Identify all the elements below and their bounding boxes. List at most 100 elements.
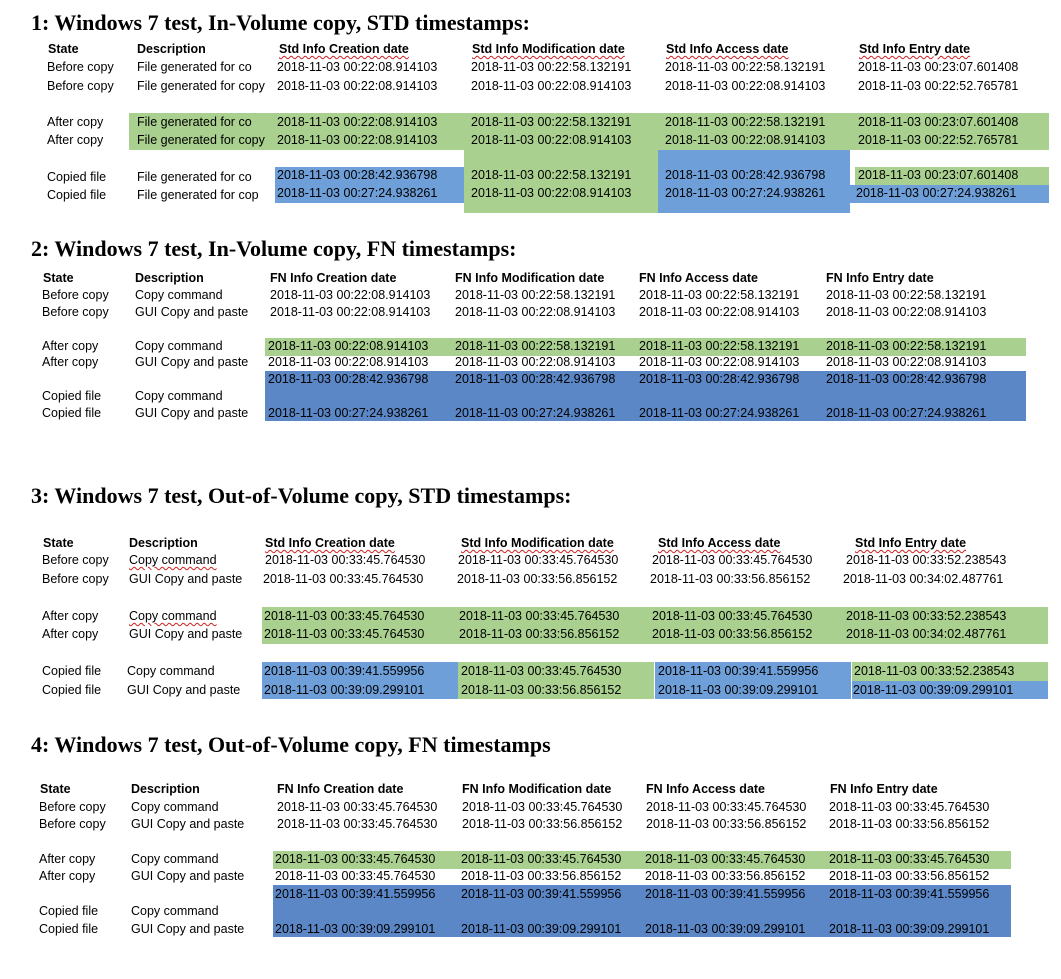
cell-description: GUI Copy and paste <box>135 305 249 319</box>
cell-modification: 2018-11-03 00:22:58.132191 <box>471 115 632 129</box>
header-access: Std Info Access date <box>666 42 789 56</box>
cell-description: GUI Copy and paste <box>127 683 241 697</box>
cell-state: Before copy <box>42 553 109 567</box>
cell-creation: 2018-11-03 00:33:45.764530 <box>277 800 438 814</box>
cell-modification: 2018-11-03 00:28:42.936798 <box>455 372 616 386</box>
cell-description: File generated for copy <box>137 79 265 93</box>
cell-creation: 2018-11-03 00:28:42.936798 <box>268 372 429 386</box>
highlight-after-copy <box>273 851 1011 869</box>
highlight-copied-creation <box>275 167 464 203</box>
cell-creation: 2018-11-03 00:27:24.938261 <box>277 186 438 200</box>
header-creation: Std Info Creation date <box>279 42 409 56</box>
highlight-copied-modification <box>464 150 658 213</box>
cell-description: File generated for co <box>137 170 252 184</box>
cell-state: Before copy <box>42 305 109 319</box>
cell-state: After copy <box>47 115 104 129</box>
cell-modification: 2018-11-03 00:33:45.764530 <box>462 800 623 814</box>
cell-entry: 2018-11-03 00:27:24.938261 <box>826 406 987 420</box>
header-modification: Std Info Modification date <box>461 536 614 550</box>
highlight-after-copy <box>265 338 1026 356</box>
cell-description: Copy command <box>131 800 219 814</box>
header-entry: FN Info Entry date <box>830 782 938 796</box>
cell-access: 2018-11-03 00:22:08.914103 <box>665 133 826 147</box>
cell-entry: 2018-11-03 00:22:52.765781 <box>858 133 1019 147</box>
cell-state: Copied file <box>42 683 102 697</box>
cell-description: File generated for copy <box>137 133 265 147</box>
cell-creation: 2018-11-03 00:22:08.914103 <box>270 288 431 302</box>
cell-creation: 2018-11-03 00:39:41.559956 <box>264 664 425 678</box>
cell-modification: 2018-11-03 00:22:08.914103 <box>471 186 632 200</box>
cell-creation: 2018-11-03 00:33:45.764530 <box>263 572 424 586</box>
cell-entry: 2018-11-03 00:22:58.132191 <box>826 339 987 353</box>
cell-modification: 2018-11-03 00:22:08.914103 <box>471 79 632 93</box>
cell-modification: 2018-11-03 00:33:56.856152 <box>459 627 620 641</box>
cell-modification: 2018-11-03 00:27:24.938261 <box>455 406 616 420</box>
cell-description: Copy command <box>135 288 223 302</box>
cell-access: 2018-11-03 00:27:24.938261 <box>639 406 800 420</box>
cell-access: 2018-11-03 00:39:09.299101 <box>658 683 819 697</box>
cell-entry: 2018-11-03 00:33:52.238543 <box>846 609 1007 623</box>
highlight-copied-file <box>273 885 1011 937</box>
cell-state: Before copy <box>47 60 114 74</box>
highlight-after-copy <box>262 607 1048 644</box>
cell-modification: 2018-11-03 00:33:56.856152 <box>457 572 618 586</box>
cell-entry: 2018-11-03 00:33:56.856152 <box>829 869 990 883</box>
header-modification: FN Info Modification date <box>462 782 612 796</box>
cell-creation: 2018-11-03 00:33:45.764530 <box>264 609 425 623</box>
cell-creation: 2018-11-03 00:33:45.764530 <box>264 627 425 641</box>
cell-description: GUI Copy and paste <box>135 406 249 420</box>
section-2-title: 2: Windows 7 test, In-Volume copy, FN ti… <box>31 236 517 261</box>
highlight-copied-entry-2 <box>850 185 1049 203</box>
cell-description: GUI Copy and paste <box>131 869 245 883</box>
cell-access: 2018-11-03 00:39:09.299101 <box>645 922 806 936</box>
cell-entry: 2018-11-03 00:33:52.238543 <box>854 664 1015 678</box>
header-description: Description <box>131 782 200 796</box>
cell-description: Copy command <box>135 339 223 353</box>
highlight-copied-entry-2 <box>852 681 1048 699</box>
header-entry: FN Info Entry date <box>826 271 934 285</box>
cell-entry: 2018-11-03 00:23:07.601408 <box>858 115 1019 129</box>
cell-creation: 2018-11-03 00:33:45.764530 <box>277 817 438 831</box>
section-4-title: 4: Windows 7 test, Out-of-Volume copy, F… <box>31 732 551 757</box>
cell-entry: 2018-11-03 00:34:02.487761 <box>846 627 1007 641</box>
cell-state: After copy <box>39 869 96 883</box>
section-1-title: 1: Windows 7 test, In-Volume copy, STD t… <box>31 10 530 35</box>
cell-modification: 2018-11-03 00:22:58.132191 <box>455 339 616 353</box>
cell-entry: 2018-11-03 00:22:52.765781 <box>858 79 1019 93</box>
cell-state: Copied file <box>47 188 107 202</box>
cell-access: 2018-11-03 00:27:24.938261 <box>665 186 826 200</box>
cell-modification: 2018-11-03 00:22:58.132191 <box>455 288 616 302</box>
cell-state: Copied file <box>39 922 99 936</box>
cell-description: Copy command <box>131 904 219 918</box>
cell-description: GUI Copy and paste <box>129 572 243 586</box>
cell-access: 2018-11-03 00:33:45.764530 <box>646 800 807 814</box>
cell-description: GUI Copy and paste <box>135 355 249 369</box>
cell-entry: 2018-11-03 00:27:24.938261 <box>856 186 1017 200</box>
cell-entry: 2018-11-03 00:28:42.936798 <box>826 372 987 386</box>
cell-entry: 2018-11-03 00:33:45.764530 <box>829 852 990 866</box>
cell-access: 2018-11-03 00:22:58.132191 <box>639 339 800 353</box>
cell-modification: 2018-11-03 00:33:45.764530 <box>459 609 620 623</box>
cell-state: After copy <box>47 133 104 147</box>
highlight-copied-access <box>655 662 851 699</box>
header-creation: FN Info Creation date <box>277 782 404 796</box>
cell-access: 2018-11-03 00:28:42.936798 <box>639 372 800 386</box>
cell-access: 2018-11-03 00:39:41.559956 <box>658 664 819 678</box>
cell-entry: 2018-11-03 00:39:09.299101 <box>853 683 1014 697</box>
header-entry: Std Info Entry date <box>855 536 967 550</box>
cell-creation: 2018-11-03 00:22:08.914103 <box>270 305 431 319</box>
cell-modification: 2018-11-03 00:33:45.764530 <box>461 852 622 866</box>
cell-access: 2018-11-03 00:22:58.132191 <box>665 115 826 129</box>
cell-description: Copy command <box>129 553 217 567</box>
cell-creation: 2018-11-03 00:22:08.914103 <box>277 115 438 129</box>
header-access: FN Info Access date <box>646 782 766 796</box>
header-state: State <box>40 782 71 796</box>
cell-state: Copied file <box>39 904 99 918</box>
cell-entry: 2018-11-03 00:33:52.238543 <box>846 553 1007 567</box>
cell-modification: 2018-11-03 00:33:56.856152 <box>461 869 622 883</box>
cell-entry: 2018-11-03 00:23:07.601408 <box>858 60 1019 74</box>
header-access: Std Info Access date <box>658 536 781 550</box>
header-creation: FN Info Creation date <box>270 271 397 285</box>
cell-state: Before copy <box>42 288 109 302</box>
cell-state: Before copy <box>39 817 106 831</box>
